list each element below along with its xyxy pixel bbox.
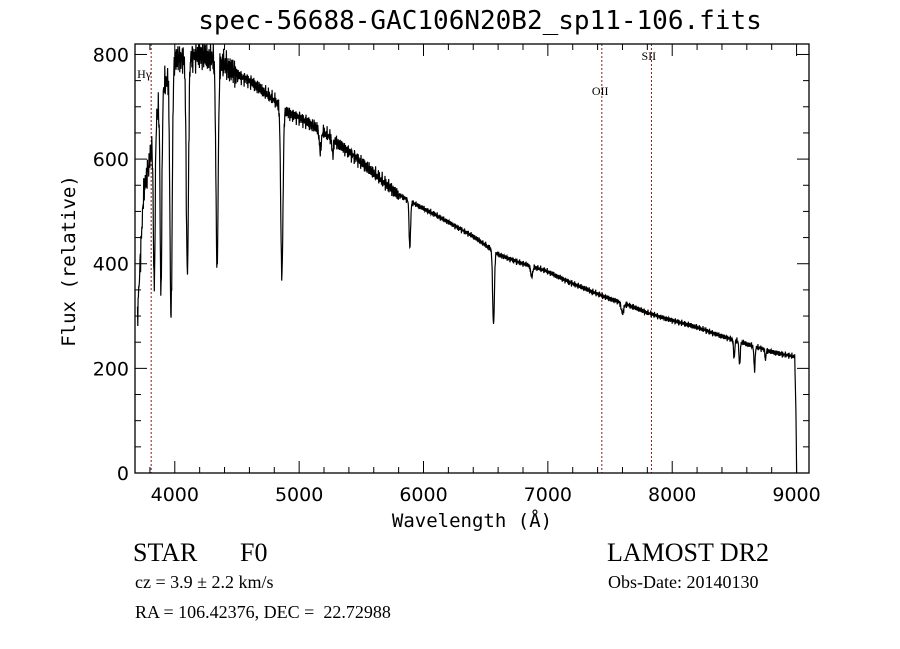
coordinates: RA = 106.42376, DEC = 22.72988	[135, 602, 391, 622]
x-tick-label: 4000	[151, 484, 199, 506]
y-tick-label: 600	[93, 149, 129, 171]
x-tick-label: 6000	[399, 484, 447, 506]
redshift-cz: cz = 3.9 ± 2.2 km/s	[135, 572, 274, 592]
line-marker-label: OII	[592, 84, 609, 98]
x-tick-label: 9000	[772, 484, 820, 506]
x-tick-label: 7000	[524, 484, 572, 506]
subclass: F0	[240, 538, 268, 567]
x-axis-label: Wavelength (Å)	[391, 510, 553, 532]
x-tick-label: 8000	[648, 484, 696, 506]
chart-title: spec-56688-GAC106N20B2_sp11-106.fits	[198, 6, 762, 36]
survey-name: LAMOST DR2	[607, 538, 770, 567]
line-marker-label: SII	[641, 49, 656, 63]
y-tick-label: 200	[93, 358, 129, 380]
obs-date: Obs-Date: 20140130	[608, 572, 759, 592]
plot-frame	[134, 43, 810, 474]
y-tick-label: 800	[93, 44, 129, 66]
y-tick-label: 0	[117, 463, 129, 485]
y-axis-label: Flux (relative)	[58, 175, 80, 347]
spectrum-line	[136, 44, 798, 473]
line-marker-label: Hγ	[137, 67, 152, 81]
object-type: STAR	[133, 538, 198, 567]
y-tick-label: 400	[93, 254, 129, 276]
x-tick-label: 5000	[275, 484, 323, 506]
